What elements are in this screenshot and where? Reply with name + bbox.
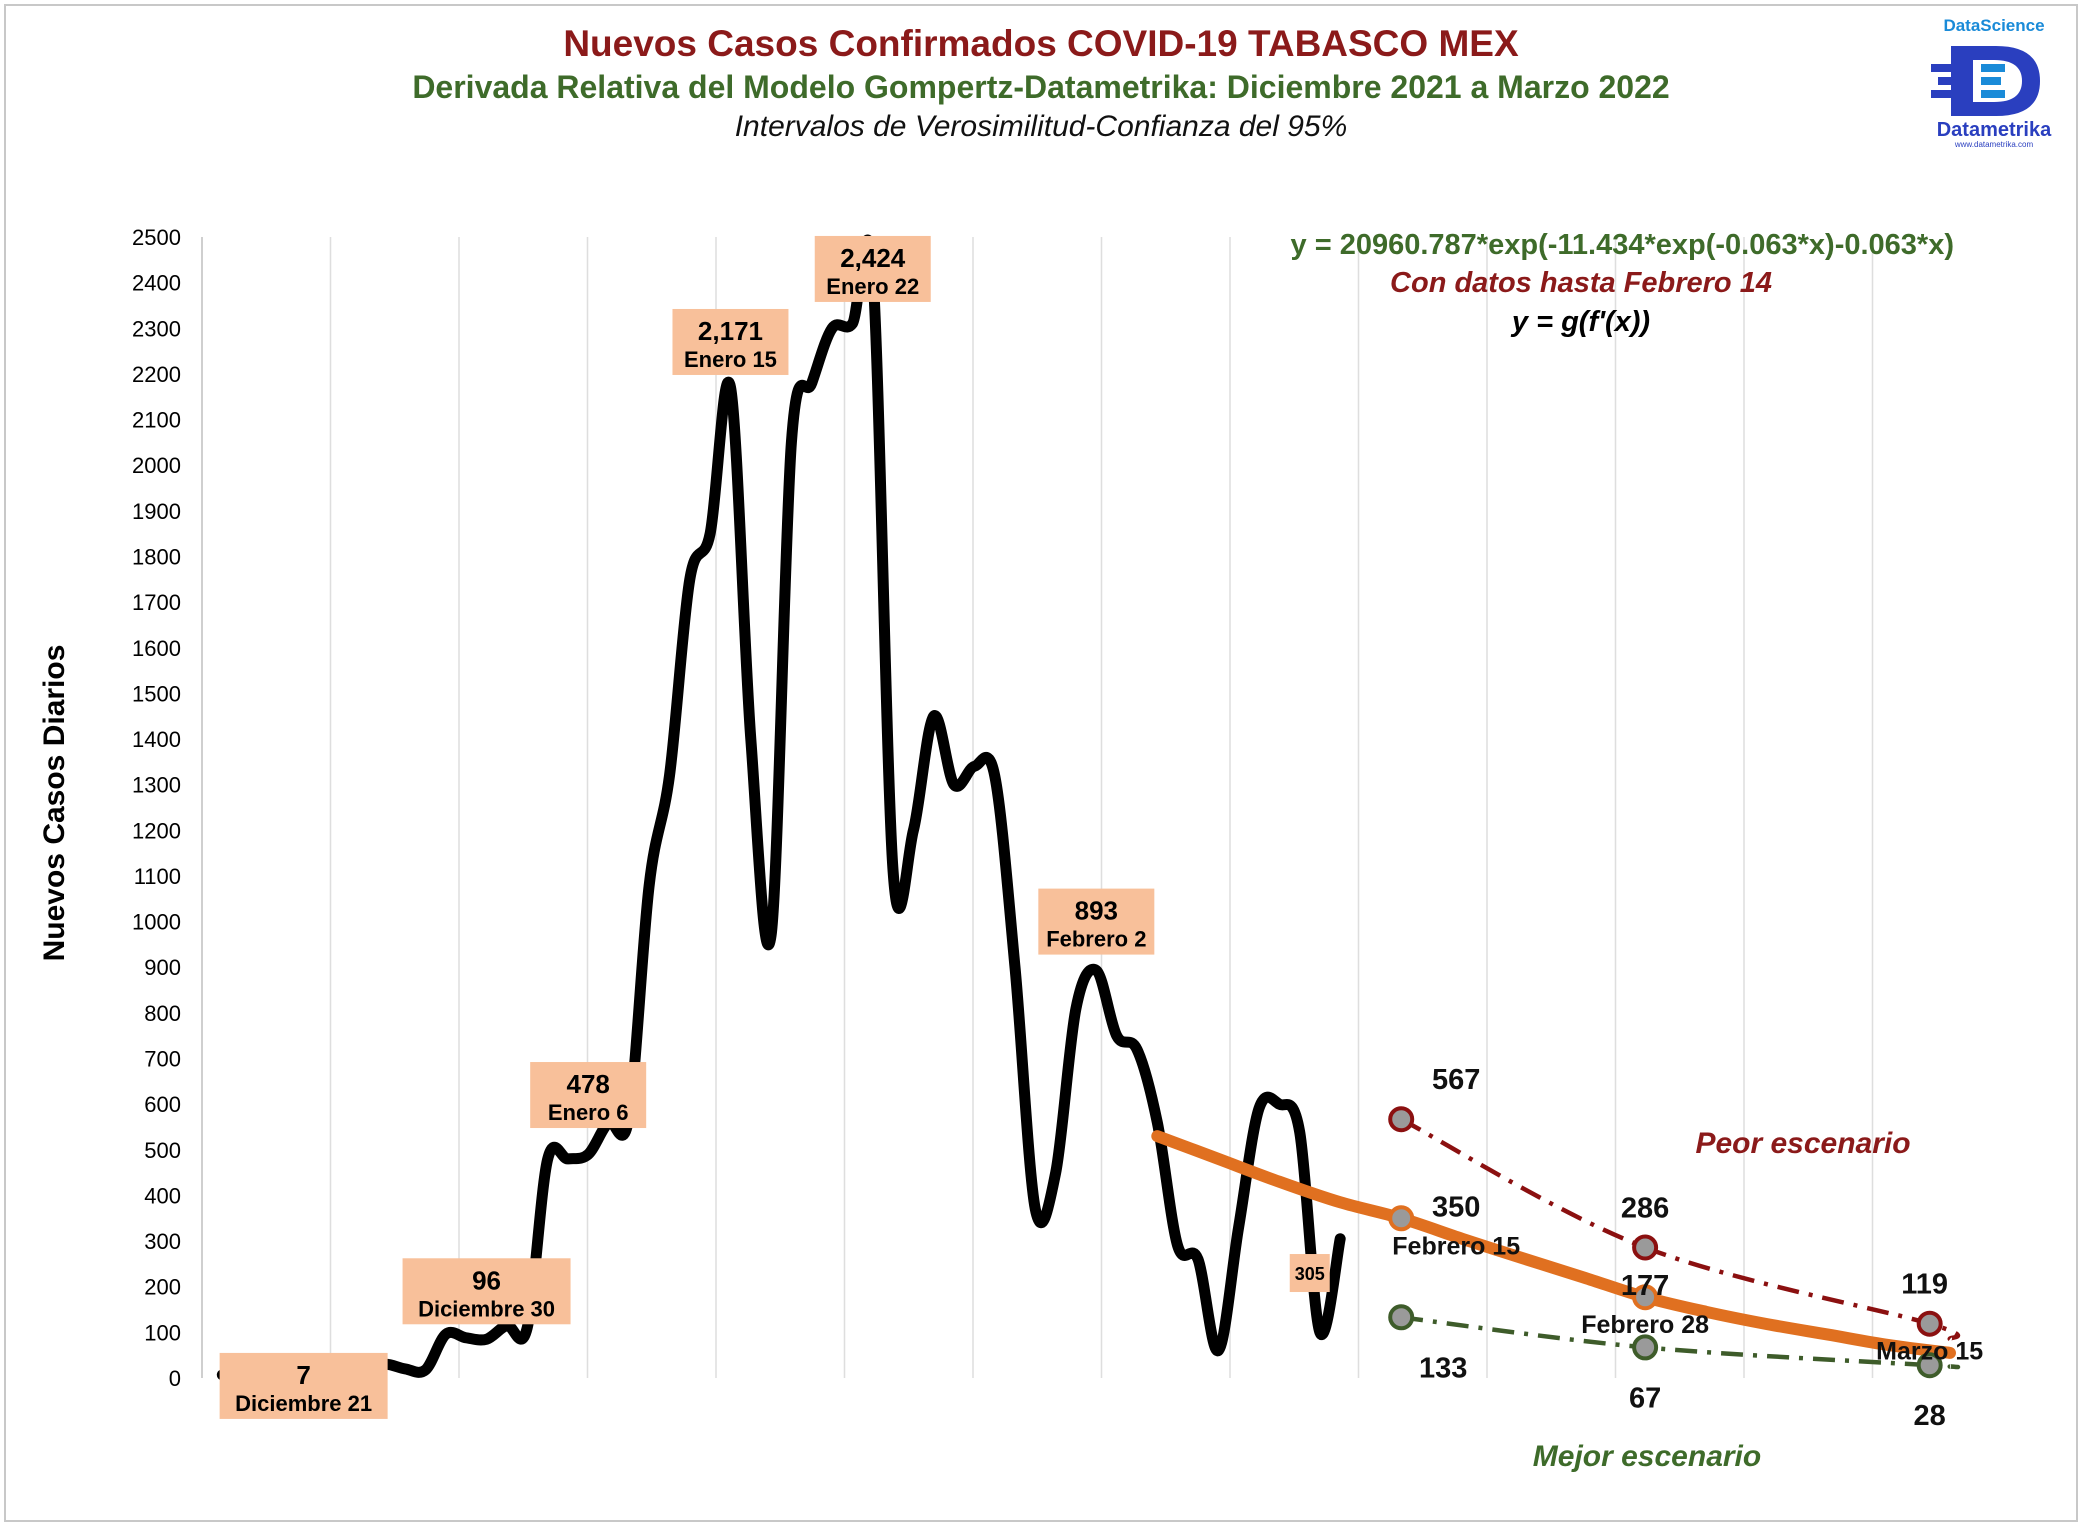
callout-box [1038,888,1155,955]
chart-subtitle: Derivada Relativa del Modelo Gompertz-Da… [412,69,1669,105]
callout-value: 7 [296,1360,310,1390]
y-tick-label: 900 [144,955,181,980]
callout-box [814,235,931,302]
callout-value: 305 [1295,1264,1325,1284]
y-tick-label: 2200 [132,362,181,387]
y-tick-label: 1200 [132,818,181,843]
worst-label: 119 [1901,1269,1948,1301]
chart-subtitle-2: Intervalos de Verosimilitud-Confianza de… [735,110,1348,143]
callout-date: Enero 22 [826,274,919,299]
y-tick-label: 2100 [132,408,181,433]
projection-series-line [1151,1130,1956,1359]
best-scenario-label: Mejor escenario [1533,1440,1761,1473]
y-tick-label: 100 [144,1320,181,1345]
projection-point [1388,1205,1415,1232]
callout-value: 96 [472,1265,501,1295]
y-tick-label: 500 [144,1138,181,1163]
chart: 0 100 200 300 400 500 600 700 800 900 1000 1100 1200… [38,16,2052,1473]
callout-date: Enero 15 [684,347,777,372]
y-tick-label: 1700 [132,590,181,615]
y-tick-label: 800 [144,1001,181,1026]
chart-title: Nuevos Casos Confirmados COVID-19 TABASC… [563,23,1519,64]
worst-label: 567 [1432,1064,1480,1096]
point-labels: 567 286 119 350 177 Febrero 15 Febrero 28 Marzo… [1392,1064,1983,1432]
central-label: 177 [1621,1270,1669,1302]
y-tick-label: 600 [144,1092,181,1117]
y-axis-ticks: 0 100 200 300 400 500 600 700 800 900 1000 1100 1200… [132,225,181,1391]
logo-top-text: DataScience [1943,16,2044,35]
y-tick-label: 300 [144,1229,181,1254]
data-note-label: Con datos hasta Febrero 14 [1390,267,1772,299]
central-date: Febrero 28 [1581,1311,1709,1339]
callout-box [402,1258,571,1325]
equation-label: y = 20960.787*exp(-11.434*exp(-0.063*x)-… [1291,229,1954,261]
chart-frame: 0 100 200 300 400 500 600 700 800 900 1000 1100 1200… [4,4,2078,1522]
central-label: 350 [1432,1191,1480,1223]
worst-case-point [1916,1310,1943,1337]
y-tick-label: 0 [169,1366,181,1391]
y-tick-label: 400 [144,1183,181,1208]
worst-case-line [1400,1117,1961,1342]
logo-brand-text: Datametrika [1937,119,2052,141]
worst-case-point [1632,1234,1659,1261]
callout-box [1289,1254,1330,1293]
y-tick-label: 2300 [132,316,181,341]
y-tick-label: 2500 [132,225,181,250]
callout-value: 2,171 [698,316,763,346]
y-tick-label: 1100 [134,864,181,889]
worst-label: 286 [1621,1192,1669,1224]
y-tick-label: 200 [144,1275,181,1300]
y-tick-label: 2400 [132,271,181,296]
y-tick-label: 1500 [132,681,181,706]
y-tick-label: 700 [144,1047,181,1072]
callout-box [672,308,789,375]
callout-value: 893 [1075,896,1118,926]
y-tick-label: 1400 [132,727,181,752]
y-tick-label: 1000 [132,910,181,935]
best-label: 67 [1629,1382,1661,1414]
series [216,234,1961,1382]
callout-date: Febrero 2 [1046,927,1146,952]
logo-d-icon [1931,46,2040,116]
best-case-point [1632,1334,1659,1361]
callout-box [219,1352,388,1419]
projection-point [1632,1284,1659,1311]
worst-scenario-label: Peor escenario [1695,1127,1910,1160]
y-tick-label: 1600 [132,636,181,661]
best-label: 133 [1419,1352,1467,1384]
worst-case-point [1388,1106,1415,1133]
y-tick-label: 1800 [132,544,181,569]
best-label: 28 [1914,1400,1946,1432]
callout-date: Diciembre 21 [235,1391,372,1416]
logo-url-text: www.datametrika.com [1954,140,2034,149]
best-case-point [1916,1352,1943,1379]
grid-lines [201,237,1874,1378]
y-tick-label: 1900 [132,499,181,524]
formula-note-label: y = g(f'(x)) [1510,306,1650,338]
observed-series-line [216,234,1346,1382]
central-date: Febrero 15 [1392,1232,1520,1260]
y-tick-label: 1300 [132,773,181,798]
callout-date: Enero 6 [548,1100,629,1125]
callout-date: Diciembre 30 [418,1296,555,1321]
y-tick-label: 2000 [132,453,181,478]
callout-box [530,1062,647,1129]
callout-value: 2,424 [840,243,906,273]
central-date: Marzo 15 [1876,1338,1983,1366]
y-axis-label: Nuevos Casos Diarios [38,645,71,962]
callout-value: 478 [566,1069,609,1099]
best-case-line [1400,1315,1961,1370]
datametrika-logo: DataScience Datametrika www.datametrika.… [1931,16,2052,149]
best-case-point [1388,1304,1415,1331]
